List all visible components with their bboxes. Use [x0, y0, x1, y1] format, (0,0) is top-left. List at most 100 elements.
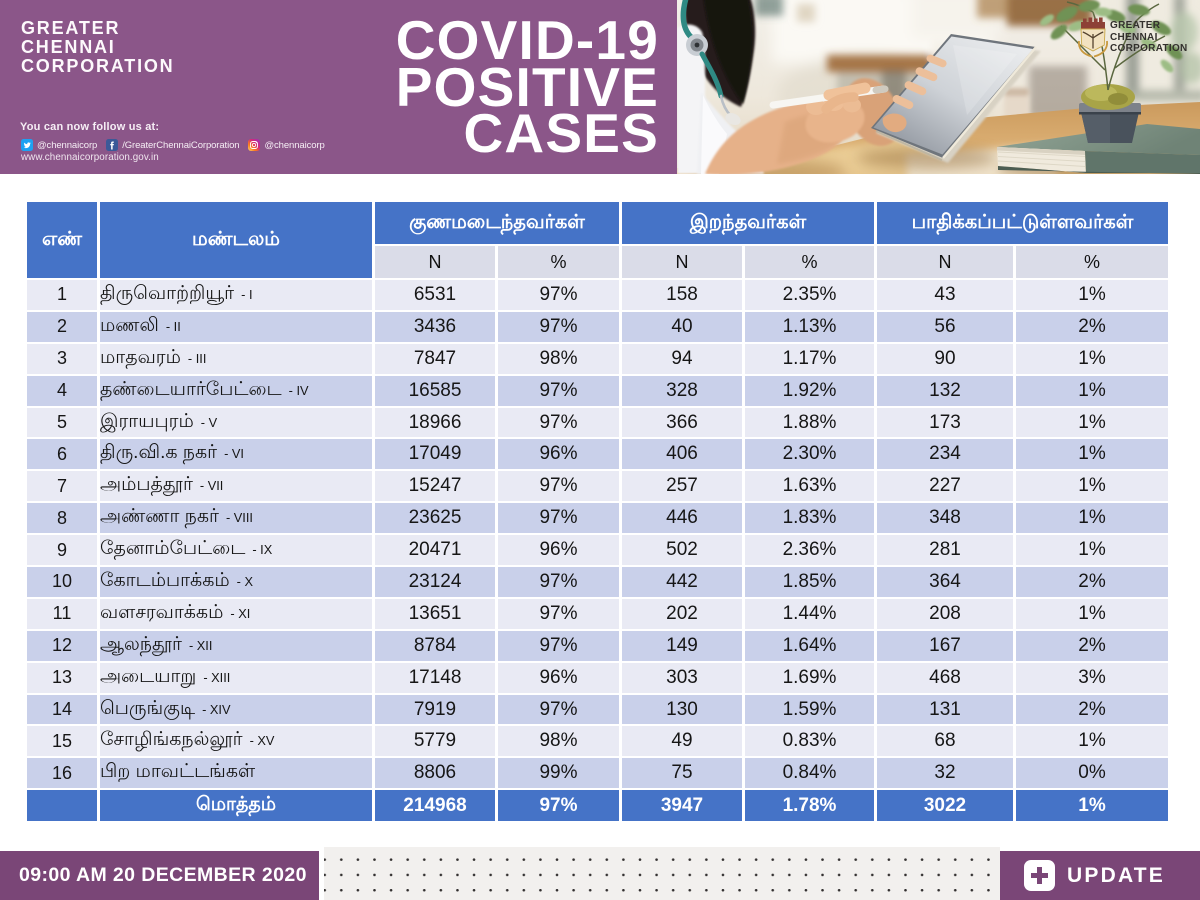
- instagram-handle[interactable]: @chennaicorp: [264, 139, 325, 151]
- zone-name: திருவொற்றியூர்: [100, 282, 235, 304]
- cell-recovered-n: 18966: [375, 407, 495, 438]
- cell-recovered-pct: 97%: [498, 375, 619, 406]
- zone-roman-numeral: - III: [187, 350, 207, 366]
- cell-zone: மாதவரம் - III: [100, 343, 372, 374]
- col-header-serial: எண்: [27, 202, 97, 278]
- twitter-handle[interactable]: @chennaicorp: [37, 139, 98, 151]
- zone-roman-numeral: - XV: [249, 733, 275, 749]
- cell-deceased-n: 328: [622, 375, 742, 406]
- table-row: 8 அண்ணா நகர் - VIII 23625 97% 446 1.83% 348 1%: [27, 503, 1168, 534]
- cell-deceased-pct: 1.13%: [745, 311, 874, 342]
- cell-affected-n: 131: [877, 694, 1013, 725]
- cell-recovered-n: 7919: [375, 694, 495, 725]
- cell-recovered-pct: 97%: [498, 311, 619, 342]
- cell-deceased-n: 75: [622, 758, 742, 789]
- cell-serial: 6: [27, 439, 97, 470]
- cell-zone: இராயபுரம் - V: [100, 407, 372, 438]
- cell-deceased-pct: 1.17%: [745, 343, 874, 374]
- cell-deceased-n: 366: [622, 407, 742, 438]
- cell-serial: 9: [27, 535, 97, 566]
- facebook-handle-group[interactable]: /GreaterChennaiCorporation: [106, 139, 240, 151]
- zone-name: மாதவரம்: [100, 346, 181, 368]
- table-row: 1 திருவொற்றியூர் - I 6531 97% 158 2.35% 43 1%: [27, 280, 1168, 310]
- cell-recovered-pct: 98%: [498, 343, 619, 374]
- cell-recovered-n: 8784: [375, 630, 495, 661]
- cell-serial: 5: [27, 407, 97, 438]
- zone-roman-numeral: - XIV: [202, 701, 231, 717]
- subcol-recovered-n: N: [375, 246, 495, 278]
- cell-affected-n: 132: [877, 375, 1013, 406]
- facebook-icon: [106, 139, 119, 151]
- stethoscope-illustration: [680, 0, 695, 41]
- total-deceased-pct: 1.78%: [745, 790, 874, 822]
- cell-deceased-pct: 1.64%: [745, 630, 874, 661]
- zone-name: அண்ணா நகர்: [100, 506, 219, 528]
- cell-deceased-pct: 1.69%: [745, 662, 874, 693]
- table-row: 10 கோடம்பாக்கம் - X 23124 97% 442 1.85% 364 2%: [27, 567, 1168, 597]
- cell-recovered-pct: 97%: [498, 694, 619, 725]
- cell-deceased-n: 303: [622, 662, 742, 693]
- update-button-label: UPDATE: [1067, 863, 1165, 887]
- cell-recovered-pct: 96%: [498, 535, 619, 566]
- cell-affected-n: 281: [877, 535, 1013, 566]
- table-row: 12 ஆலந்தூர் - XII 8784 97% 149 1.64% 167 2%: [27, 630, 1168, 661]
- table-subheader-row: N % N % N %: [27, 246, 1168, 278]
- cell-recovered-n: 6531: [375, 280, 495, 310]
- cell-serial: 1: [27, 280, 97, 310]
- cell-zone: மணலி - II: [100, 311, 372, 342]
- cell-affected-n: 468: [877, 662, 1013, 693]
- cell-affected-pct: 1%: [1016, 375, 1168, 406]
- dotted-pattern-panel: [324, 847, 1000, 900]
- cell-serial: 7: [27, 471, 97, 502]
- zone-name: பிற மாவட்டங்கள்: [100, 761, 256, 783]
- zone-roman-numeral: - XII: [188, 637, 213, 653]
- cell-affected-pct: 1%: [1016, 280, 1168, 310]
- cell-recovered-n: 20471: [375, 535, 495, 566]
- cell-zone: சோழிங்கநல்லூர் - XV: [100, 726, 372, 757]
- cell-affected-pct: 0%: [1016, 758, 1168, 789]
- subcol-deceased-pct: %: [745, 246, 874, 278]
- cell-zone: அடையாறு - XIII: [100, 662, 372, 693]
- cell-serial: 10: [27, 567, 97, 597]
- twitter-handle-group[interactable]: @chennaicorp: [21, 139, 97, 151]
- cell-zone: தண்டையார்பேட்டை - IV: [100, 375, 372, 406]
- zone-roman-numeral: - IX: [252, 542, 273, 558]
- cell-affected-pct: 2%: [1016, 567, 1168, 597]
- cell-deceased-pct: 0.84%: [745, 758, 874, 789]
- cell-recovered-n: 15247: [375, 471, 495, 502]
- facebook-handle[interactable]: /GreaterChennaiCorporation: [122, 139, 240, 151]
- total-affected-n: 3022: [877, 790, 1013, 822]
- cases-table: எண் மண்டலம் குணமடைந்தவர்கள் இறந்தவர்கள் …: [24, 200, 1171, 823]
- zone-name: திரு.வி.க நகர்: [100, 442, 218, 464]
- zone-name: வளசரவாக்கம்: [100, 601, 224, 623]
- cell-affected-n: 234: [877, 439, 1013, 470]
- cell-affected-pct: 1%: [1016, 471, 1168, 502]
- zone-name: அடையாறு: [100, 665, 197, 687]
- cell-deceased-n: 406: [622, 439, 742, 470]
- social-links-row: @chennaicorp /GreaterChennaiCorporation …: [21, 139, 325, 152]
- photo-logo-crest: [1078, 17, 1108, 58]
- cell-serial: 16: [27, 758, 97, 789]
- cell-zone: வளசரவாக்கம் - XI: [100, 598, 372, 629]
- cell-zone: தேனாம்பேட்டை - IX: [100, 535, 372, 566]
- cell-serial: 11: [27, 598, 97, 629]
- zone-roman-numeral: - XI: [230, 605, 251, 621]
- website-url[interactable]: www.chennaicorporation.gov.in: [21, 151, 159, 163]
- cell-zone: பிற மாவட்டங்கள்: [100, 758, 372, 789]
- instagram-handle-group[interactable]: @chennaicorp: [248, 139, 325, 151]
- cell-deceased-n: 149: [622, 630, 742, 661]
- zone-name: அம்பத்தூர்: [100, 474, 193, 496]
- cell-affected-pct: 1%: [1016, 503, 1168, 534]
- photo-logo-line: GREATER: [1110, 20, 1161, 31]
- cell-deceased-pct: 2.35%: [745, 280, 874, 310]
- table-row: 11 வளசரவாக்கம் - XI 13651 97% 202 1.44% 208 1%: [27, 598, 1168, 629]
- col-header-affected: பாதிக்கப்பட்டுள்ளவர்கள்: [877, 202, 1168, 244]
- cell-deceased-pct: 1.88%: [745, 407, 874, 438]
- cell-zone: திரு.வி.க நகர் - VI: [100, 439, 372, 470]
- cell-recovered-n: 16585: [375, 375, 495, 406]
- cell-recovered-pct: 97%: [498, 567, 619, 597]
- update-button[interactable]: UPDATE: [1000, 851, 1200, 900]
- cell-recovered-pct: 97%: [498, 471, 619, 502]
- instagram-icon: [248, 139, 261, 151]
- cell-zone: ஆலந்தூர் - XII: [100, 630, 372, 661]
